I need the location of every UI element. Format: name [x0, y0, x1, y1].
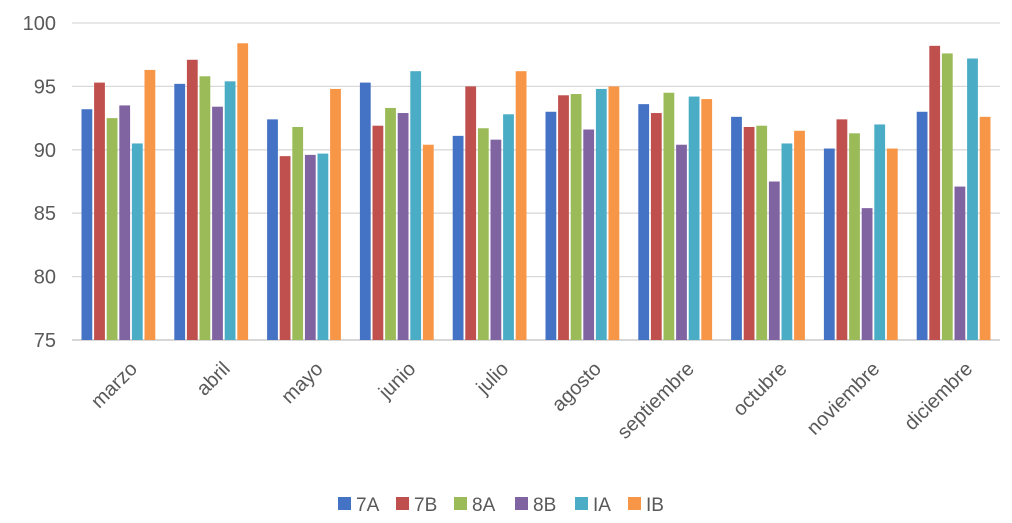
- bar-7A-abril: [174, 83, 186, 340]
- bar-IB-diciembre: [979, 116, 991, 340]
- legend-swatch-7B: [396, 497, 409, 510]
- y-tick-label: 80: [34, 267, 56, 289]
- bar-IA-diciembre: [967, 58, 978, 341]
- legend: 7A 7B 8A 8B IA IB: [338, 495, 664, 516]
- bar-IB-mayo: [330, 88, 341, 340]
- bar-IB-septiembre: [701, 99, 713, 340]
- legend-label-7A: 7A: [356, 495, 380, 516]
- bar-7B-junio: [372, 125, 384, 340]
- bar-IB-junio: [422, 144, 434, 340]
- bar-8B-agosto: [583, 129, 595, 340]
- legend-swatch-8A: [454, 497, 467, 510]
- x-axis-category-labels: marzo abril mayo junio julio agosto septiembre…: [87, 358, 977, 444]
- bar-IB-julio: [515, 71, 527, 341]
- x-category-label: agosto: [548, 358, 606, 416]
- bar-7B-mayo: [279, 156, 291, 340]
- bar-7B-marzo: [94, 82, 105, 340]
- bar-IB-abril: [237, 43, 249, 341]
- bar-8A-noviembre: [849, 133, 860, 340]
- bar-IB-octubre: [794, 130, 805, 340]
- y-tick-label: 100: [23, 13, 56, 35]
- bar-7A-junio: [359, 82, 371, 340]
- x-category-label: julio: [472, 358, 513, 399]
- bar-7B-septiembre: [650, 113, 662, 340]
- bar-IA-agosto: [595, 88, 607, 340]
- bar-8B-junio: [397, 113, 409, 340]
- bar-IA-junio: [410, 71, 422, 341]
- bar-7B-noviembre: [836, 119, 848, 340]
- bar-8B-julio: [490, 139, 502, 340]
- x-category-label: octubre: [729, 358, 792, 421]
- bar-7A-marzo: [81, 109, 93, 340]
- legend-label-IA: IA: [593, 495, 611, 516]
- bar-8B-noviembre: [861, 208, 873, 340]
- bar-7A-septiembre: [638, 104, 650, 340]
- x-category-label: septiembre: [613, 358, 699, 444]
- bar-7B-agosto: [558, 95, 569, 340]
- x-category-label: noviembre: [803, 358, 885, 440]
- bar-IB-agosto: [608, 86, 620, 341]
- bar-8A-diciembre: [941, 53, 953, 340]
- legend-label-7B: 7B: [414, 495, 437, 516]
- bar-8A-marzo: [106, 118, 118, 340]
- bar-IA-mayo: [317, 153, 329, 340]
- bar-7A-diciembre: [916, 111, 928, 340]
- bar-7B-julio: [465, 86, 477, 341]
- bar-IA-octubre: [781, 143, 793, 340]
- bar-7A-noviembre: [823, 148, 835, 340]
- bar-IA-julio: [503, 114, 514, 341]
- bar-7B-abril: [186, 59, 198, 340]
- y-tick-label: 85: [34, 203, 56, 225]
- y-tick-label: 75: [34, 330, 56, 352]
- bars: [81, 43, 991, 341]
- x-category-label: marzo: [87, 358, 142, 413]
- gridlines: [72, 22, 1000, 341]
- x-category-label: abril: [192, 358, 234, 400]
- bar-8B-diciembre: [954, 186, 966, 340]
- bar-8A-mayo: [292, 126, 304, 340]
- y-tick-label: 90: [34, 140, 56, 162]
- bar-8A-octubre: [756, 125, 768, 340]
- bar-8A-junio: [385, 107, 396, 341]
- bar-8A-agosto: [570, 94, 582, 341]
- bar-7B-octubre: [743, 126, 755, 340]
- bar-IA-abril: [224, 81, 236, 340]
- legend-swatch-8B: [515, 497, 528, 510]
- bar-7B-diciembre: [929, 45, 941, 340]
- x-category-label: mayo: [277, 358, 327, 408]
- bar-IB-noviembre: [886, 148, 898, 340]
- bar-7A-agosto: [545, 111, 557, 340]
- bar-8A-julio: [477, 128, 489, 340]
- legend-swatch-7A: [338, 497, 351, 510]
- bar-8B-marzo: [119, 105, 131, 340]
- x-category-label: diciembre: [900, 358, 977, 435]
- bar-7A-octubre: [731, 116, 742, 340]
- y-axis-tick-labels: 75 80 85 90 95 100: [23, 13, 56, 352]
- legend-swatch-IA: [575, 497, 588, 510]
- legend-label-8B: 8B: [533, 495, 556, 516]
- legend-swatch-IB: [628, 497, 641, 510]
- bar-7A-julio: [452, 135, 464, 340]
- bar-8B-mayo: [304, 154, 316, 340]
- bar-IA-marzo: [131, 143, 143, 340]
- bar-IA-noviembre: [874, 124, 886, 340]
- bar-8B-abril: [212, 106, 223, 340]
- bar-8B-octubre: [768, 181, 780, 340]
- bar-8A-abril: [199, 76, 211, 341]
- bar-8A-septiembre: [663, 92, 675, 341]
- legend-label-IB: IB: [646, 495, 664, 516]
- bar-7A-mayo: [267, 119, 278, 340]
- bar-IB-marzo: [144, 69, 156, 340]
- bar-8B-septiembre: [676, 144, 687, 340]
- y-tick-label: 95: [34, 76, 56, 98]
- legend-label-8A: 8A: [472, 495, 496, 516]
- bar-IA-septiembre: [688, 96, 700, 340]
- x-category-label: junio: [374, 358, 420, 404]
